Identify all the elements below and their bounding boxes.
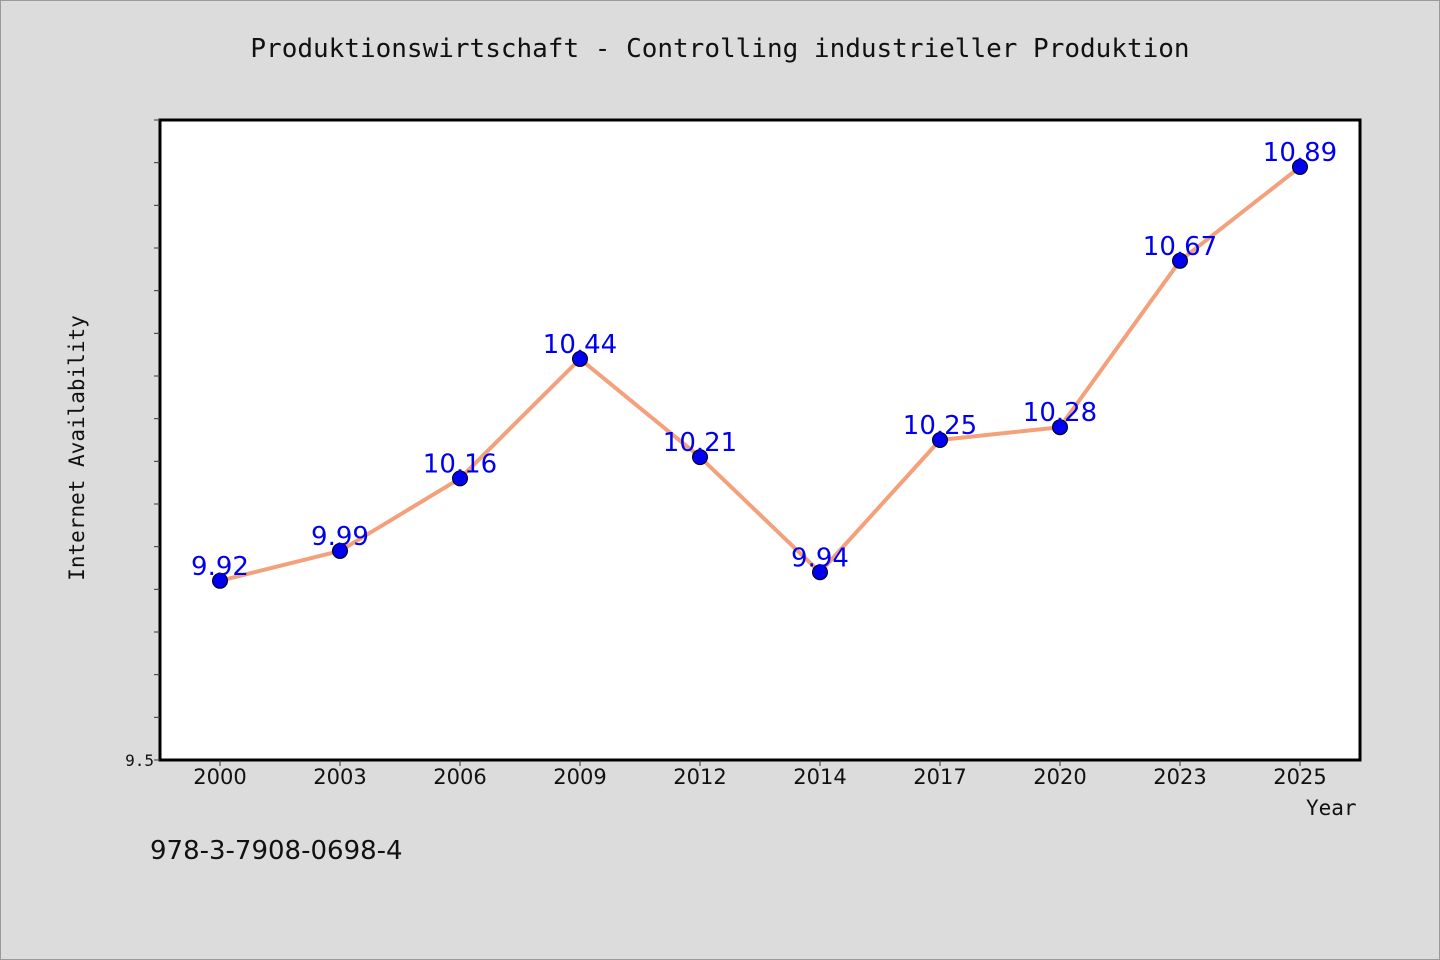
- data-label: 10.16: [423, 449, 497, 479]
- data-label: 10.67: [1143, 232, 1217, 262]
- data-point: [1172, 252, 1188, 269]
- plot-area: [158, 118, 1362, 762]
- data-label: 10.25: [903, 411, 977, 441]
- data-point: [692, 449, 708, 466]
- data-point: [932, 432, 948, 448]
- data-point: [1052, 419, 1068, 436]
- data-label: 10.44: [543, 330, 617, 360]
- data-label: 9.94: [791, 543, 849, 573]
- data-label: 10.28: [1023, 398, 1097, 428]
- isbn-footnote: 978-3-7908-0698-4: [150, 836, 403, 866]
- data-label: 9.92: [191, 552, 249, 582]
- x-tick-label: 2014: [793, 765, 846, 789]
- x-tick-label: 2020: [1033, 765, 1086, 789]
- x-tick-label: 2003: [313, 765, 366, 789]
- data-point: [1292, 158, 1308, 175]
- x-tick-label: 2006: [433, 765, 486, 789]
- data-label: 10.21: [663, 428, 737, 458]
- x-tick-label: 2012: [673, 765, 726, 789]
- x-tick-label: 2025: [1273, 765, 1326, 789]
- x-tick-label: 2009: [553, 765, 606, 789]
- data-point: [572, 350, 588, 367]
- data-point: [212, 572, 228, 589]
- series-line: [218, 164, 1302, 583]
- data-label: 9.99: [311, 522, 369, 552]
- x-axis-label: Year: [1306, 796, 1357, 820]
- data-point: [452, 470, 468, 487]
- chart-title: Produktionswirtschaft - Controlling indu…: [250, 34, 1190, 64]
- x-tick-label: 2023: [1153, 765, 1206, 789]
- x-tick-label: 2000: [193, 765, 246, 789]
- x-tick-label: 2017: [913, 765, 966, 789]
- data-point: [812, 564, 828, 581]
- data-point: [332, 542, 348, 559]
- data-label: 10.89: [1263, 138, 1337, 168]
- y-tick-label: 9.5: [125, 751, 154, 770]
